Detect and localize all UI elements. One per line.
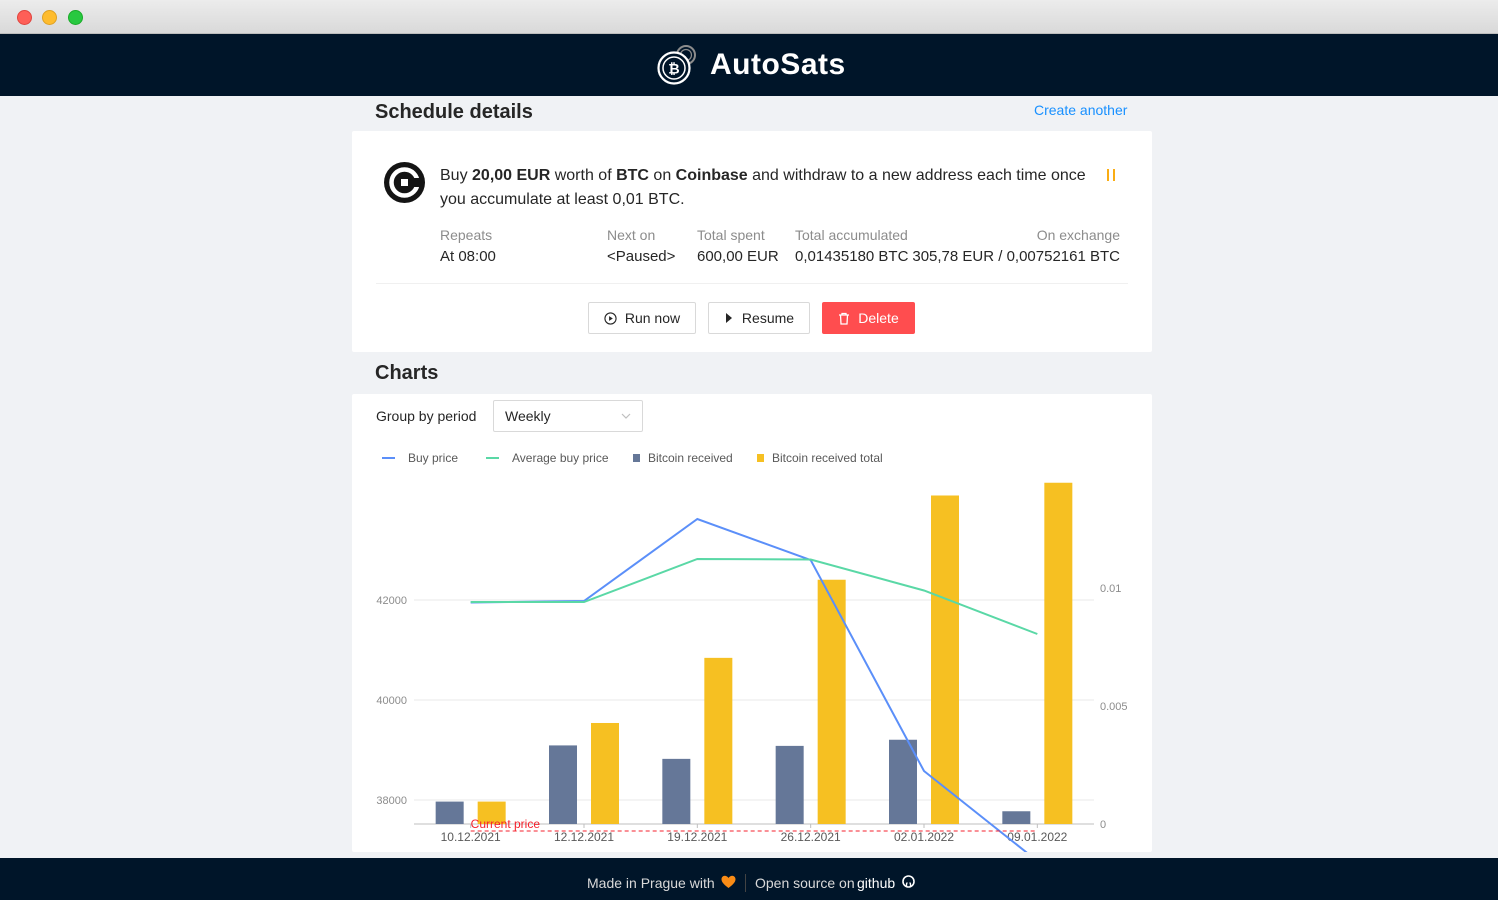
x-axis-tick: 19.12.2021 — [667, 830, 727, 844]
bar-bitcoin-received-total — [591, 722, 619, 824]
coinbase-icon — [384, 162, 425, 203]
divider — [376, 283, 1128, 284]
buy-amount: 20,00 EUR — [472, 167, 551, 184]
legend-label: Average buy price — [512, 451, 609, 465]
next-on-value: <Paused> — [607, 248, 676, 265]
legend-label: Bitcoin received total — [772, 451, 883, 465]
bar-bitcoin-received-total — [477, 801, 506, 824]
zoom-window-button[interactable] — [68, 10, 83, 25]
total-accumulated-value: 0,01435180 BTC — [795, 248, 909, 265]
github-link[interactable]: github — [857, 875, 896, 891]
left-axis-tick: 42000 — [376, 595, 407, 607]
x-axis-tick: 02.01.2022 — [894, 830, 954, 844]
delete-button[interactable]: Delete — [822, 302, 915, 334]
x-axis-tick: 26.12.2021 — [781, 830, 841, 844]
group-by-select[interactable]: Weekly — [493, 400, 643, 432]
chart: 38000 40000 42000 0 0.005 0.01 10.12.2021 12.12… — [376, 451, 1128, 852]
run-now-button[interactable]: Run now — [588, 302, 696, 334]
asset-name: BTC — [616, 167, 649, 184]
legend-label: Bitcoin received — [648, 451, 733, 465]
svg-text:₿: ₿ — [668, 62, 679, 78]
bar-bitcoin-received — [889, 739, 917, 824]
run-now-label: Run now — [624, 310, 681, 326]
line-average-buy-price — [470, 557, 1038, 635]
bar-bitcoin-received-total — [931, 495, 959, 824]
bar-bitcoin-received-total — [817, 579, 846, 824]
chevron-down-icon — [621, 413, 631, 419]
schedule-details-title: Schedule details — [375, 101, 533, 123]
bar-bitcoin-received — [549, 745, 577, 824]
bar-bitcoin-received — [662, 758, 691, 824]
pause-icon — [1107, 169, 1117, 183]
bar-bitcoin-received-total — [1044, 482, 1073, 824]
total-accumulated-label: Total accumulated — [795, 227, 908, 243]
delete-label: Delete — [858, 310, 899, 326]
bar-bitcoin-received — [775, 745, 804, 824]
exchange-name: Coinbase — [675, 167, 748, 184]
repeats-label: Repeats — [440, 227, 493, 243]
create-another-link[interactable]: Create another — [1034, 102, 1128, 118]
resume-label: Resume — [741, 310, 795, 326]
footer: Made in Prague with Open source on githu… — [0, 858, 1498, 900]
window-titlebar — [0, 0, 1498, 34]
play-circle-icon — [604, 311, 617, 325]
total-spent-label: Total spent — [697, 227, 765, 243]
on-exchange-label: On exchange — [1036, 227, 1120, 243]
repeats-value: At 08:00 — [440, 248, 496, 265]
bar-bitcoin-received — [435, 801, 464, 824]
open-source-text: Open source on — [755, 875, 855, 891]
bar-bitcoin-received-total — [704, 657, 733, 824]
legend-label: Buy price — [408, 451, 458, 465]
schedule-card: Buy 20,00 EUR worth of BTC on Coinbase a… — [352, 131, 1152, 352]
bar-bitcoin-received — [1002, 811, 1031, 824]
legend-marker — [633, 454, 640, 462]
resume-button[interactable]: Resume — [708, 302, 810, 334]
x-axis-tick: 10.12.2021 — [441, 830, 501, 844]
on-exchange-value: 305,78 EUR / 0,00752161 BTC — [912, 248, 1120, 265]
right-axis-tick: 0.01 — [1100, 583, 1121, 595]
legend-marker — [757, 454, 764, 462]
close-window-button[interactable] — [17, 10, 32, 25]
left-axis-tick: 38000 — [376, 795, 407, 807]
heart-icon — [721, 875, 736, 888]
x-axis-tick: 12.12.2021 — [554, 830, 614, 844]
total-spent-value: 600,00 EUR — [697, 248, 779, 265]
group-by-value: Weekly — [505, 408, 551, 424]
bitcoin-coins-icon[interactable]: ₿ — [655, 44, 701, 86]
github-icon[interactable] — [902, 875, 915, 888]
schedule-description: Buy 20,00 EUR worth of BTC on Coinbase a… — [440, 167, 1086, 208]
minimize-window-button[interactable] — [42, 10, 57, 25]
next-on-label: Next on — [607, 227, 656, 243]
caret-right-icon — [725, 313, 732, 323]
right-axis-tick: 0 — [1100, 819, 1106, 831]
group-by-label: Group by period — [376, 408, 477, 424]
charts-card: Group by period Weekly 38000 40000 42000 0 0… — [352, 394, 1152, 852]
made-in-text: Made in Prague with — [587, 875, 715, 891]
right-axis-tick: 0.005 — [1100, 701, 1128, 713]
footer-divider — [745, 874, 746, 892]
current-price-label: Current price — [471, 817, 541, 831]
charts-title: Charts — [375, 362, 439, 384]
app-header: ₿ AutoSats — [0, 34, 1498, 96]
brand-name[interactable]: AutoSats — [710, 48, 846, 81]
x-axis-tick: 09.01.2022 — [1007, 830, 1067, 844]
left-axis-tick: 40000 — [376, 695, 407, 707]
trash-icon — [839, 312, 850, 325]
